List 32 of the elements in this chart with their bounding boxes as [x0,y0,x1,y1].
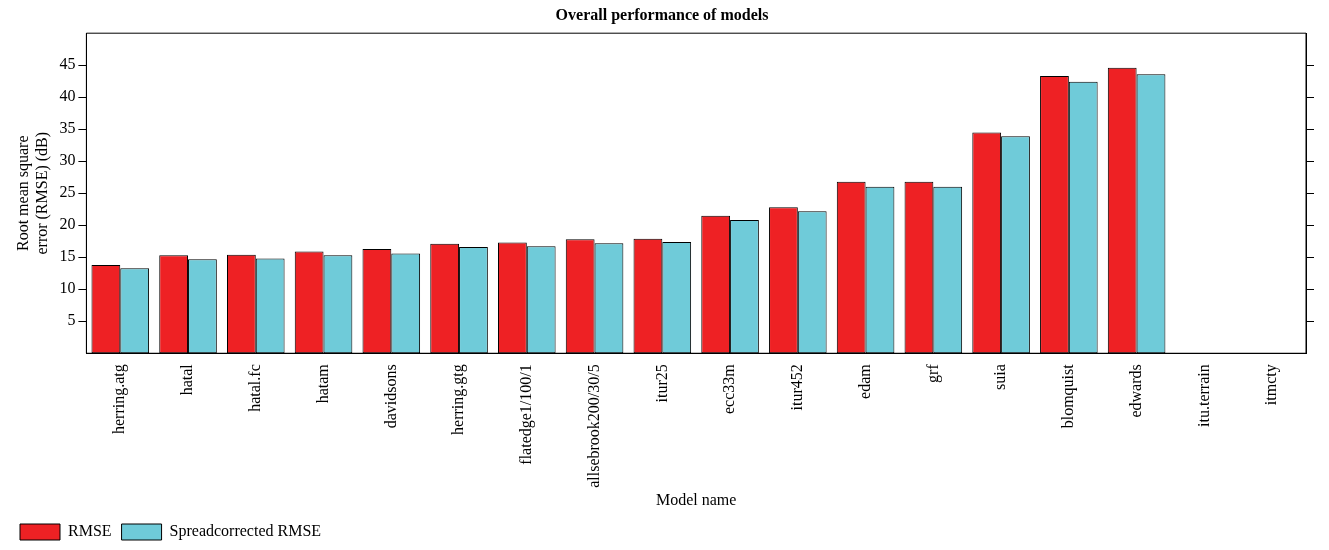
x-tick-label: itmcty [1262,364,1281,406]
x-tick-label: edam [855,363,873,399]
x-tick-label: herring.gtg [449,364,468,435]
y-tick-label: 25 [59,183,76,201]
x-tick-label: itur25 [652,364,670,403]
x-tick-label: edwards [1126,364,1144,418]
x-tick-label: davidsons [381,364,399,429]
x-tick-label: hatam [313,363,331,404]
x-tick-label: hatal.fc [245,364,263,412]
x-tick-label: itur452 [788,364,806,411]
x-tick-label: ecc33m [720,363,738,415]
y-tick-label: 10 [59,279,76,297]
x-tick-label: herring.atg [110,364,129,435]
y-tick-label: 30 [59,151,76,169]
legend-label: Spreadcorrected RMSE [169,522,322,541]
y-tick-label: 15 [59,247,76,265]
x-axis-title: Model name [655,490,737,508]
chart-title: Overall performance of models [555,5,769,24]
y-tick-label: 45 [59,55,76,73]
y-tick-label: 5 [67,311,76,329]
x-tick-label: flatedge1/100/1 [517,364,536,465]
y-tick-label: 20 [59,215,76,233]
x-tick-label: itu.terrain [1194,364,1212,427]
x-tick-label: hatal [178,363,196,396]
legend-label: RMSE [68,522,112,540]
x-tick-label: blomquist [1059,363,1078,429]
y-tick-label: 40 [59,87,76,105]
x-tick-label: allsebrook200/30/5 [584,364,602,488]
x-tick-label: suia [991,364,1009,391]
y-tick-label: 35 [59,119,76,137]
y-axis-title: Root mean square error (RMSE) (dB) [13,131,51,255]
x-tick-label: grf [923,363,942,383]
